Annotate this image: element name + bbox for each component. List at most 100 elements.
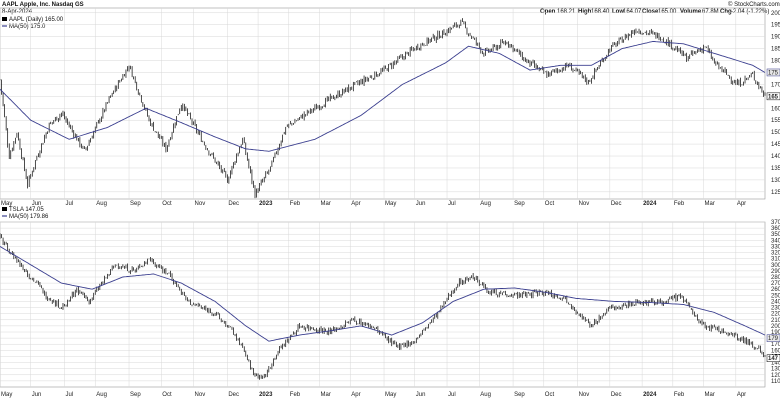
chart-panels: May Jun Jul Aug Sep Oct Nov Dec 2023 Feb Mar Apr May…	[0, 7, 780, 398]
panel-1-month-label: 2023	[259, 392, 273, 398]
panel-1-ytick-label: 210	[771, 318, 780, 324]
panel-0-month-label: Apr	[737, 201, 746, 207]
high-label: High	[578, 9, 592, 15]
volume-value: 67.8M	[702, 9, 719, 15]
panel-0-month-label: Oct	[162, 201, 172, 207]
panel-0-ytick-label: 160	[771, 106, 780, 112]
panel-1-ytick-label: 270	[771, 281, 780, 287]
legend-price: AAPL (Daily) 165.00	[9, 17, 64, 23]
panel-1-month-label: 2024	[643, 392, 657, 398]
panel-0-ytick-label: 170	[771, 82, 780, 88]
panel-1-month-label: Nov	[195, 392, 206, 398]
panel-1-ytick-label: 220	[771, 312, 780, 318]
panel-1-month-label: Sep	[514, 392, 525, 398]
panel-1-month-label: Oct	[545, 392, 555, 398]
panel-1-ytick-label: 200	[771, 324, 780, 330]
panel-0-ytick-label: 150	[771, 130, 780, 136]
ma-value-tag-text: 175	[768, 70, 779, 76]
chg-label: Chg	[720, 9, 732, 15]
panel-1-month-label: Nov	[579, 392, 590, 398]
panel-0-ytick-label: 200	[771, 11, 780, 17]
panel-1-month-label: Jul	[66, 392, 74, 398]
panel-1-frame	[0, 221, 766, 388]
panel-1-month-label: Feb	[290, 392, 301, 398]
panel-1-ytick-label: 290	[771, 269, 780, 275]
panel-0-month-label: Feb	[674, 201, 685, 207]
price-value-tag-text: 165	[768, 94, 779, 100]
low-label: Low	[612, 9, 624, 15]
panel-0-month-label: Mar	[705, 201, 715, 207]
panel-0-month-label: 2024	[643, 201, 657, 207]
moving-average-line	[0, 40, 766, 152]
panel-1-ytick-label: 190	[771, 330, 780, 336]
watermark: © StockCharts.com	[728, 1, 780, 8]
panel-0-month-label: Aug	[96, 201, 107, 207]
panel-0-month-label: Mar	[321, 201, 331, 207]
panel-0-ytick-label: 130	[771, 178, 780, 184]
panel-0-ytick-label: 140	[771, 154, 780, 160]
panel-1-ytick-label: 170	[771, 342, 780, 348]
panel-1-ytick-label: 160	[771, 348, 780, 354]
panel-1-month-label: May	[385, 392, 396, 398]
panel-1-month-label: Feb	[674, 392, 685, 398]
panel-1-ytick-label: 140	[771, 361, 780, 367]
panel-0-month-label: Feb	[290, 201, 301, 207]
panel-0-month-label: Jun	[32, 201, 42, 207]
panel-1-ytick-label: 230	[771, 306, 780, 312]
panel-0-month-label: Nov	[579, 201, 590, 207]
panel-0-month-label: Jul	[448, 201, 456, 207]
volume-label: Volume	[680, 9, 702, 15]
ma-value-tag	[766, 334, 780, 342]
panel-0-month-label: Apr	[351, 201, 360, 207]
panel-1-month-label: Jul	[448, 392, 456, 398]
panel-0-month-label: Jul	[66, 201, 74, 207]
panel-1-month-label: Aug	[480, 392, 491, 398]
panel-1-month-label: Oct	[162, 392, 172, 398]
panel-1-ytick-label: 260	[771, 287, 780, 293]
panel-0-month-label: Dec	[228, 201, 239, 207]
panel-1-ytick-label: 110	[771, 379, 780, 385]
panel-1-month-label: Mar	[705, 392, 715, 398]
panel-1-ytick-label: 310	[771, 257, 780, 263]
price-value-tag	[766, 354, 780, 362]
panel-0-month-label: Jun	[416, 201, 426, 207]
close-label: Close	[642, 9, 659, 15]
panel-1-month-label: Dec	[228, 392, 239, 398]
panel-1-ytick-label: 300	[771, 263, 780, 269]
legend-tsla-ma-value: 179.86	[30, 214, 49, 220]
panel-1-month-label: Aug	[96, 392, 107, 398]
panel-0-ytick-label: 135	[771, 166, 780, 172]
panel-0-month-label: Aug	[480, 201, 491, 207]
panel-0-ytick-label: 125	[771, 190, 780, 196]
panel-1-month-label: Dec	[611, 392, 622, 398]
panel-0-month-label: May	[385, 201, 396, 207]
panel-1-ytick-label: 350	[771, 232, 780, 238]
legend-tsla-swatch	[2, 207, 7, 211]
panel-1-ytick-label: 120	[771, 373, 780, 379]
chg-value: -2.04 (-1.22%)	[731, 9, 769, 15]
panel-0-ytick-label: 195	[771, 23, 780, 29]
panel-0-ytick-label: 155	[771, 118, 780, 124]
panel-1-month-label: Apr	[351, 392, 360, 398]
panel-1-month-label: May	[1, 392, 12, 398]
open-label: Open	[540, 9, 556, 15]
high-value: 168.40	[591, 9, 610, 15]
date-label: 8-Apr-2024	[2, 9, 33, 15]
price-value-tag	[766, 92, 780, 101]
panel-1-ytick-label: 370	[771, 220, 780, 226]
open-value: 168.21	[557, 9, 576, 15]
low-value: 164.07	[623, 9, 642, 15]
panel-1-ytick-label: 280	[771, 275, 780, 281]
panel-1-month-label: Sep	[130, 392, 141, 398]
panel-1-ytick-label: 340	[771, 238, 780, 244]
panel-1-ytick-label: 330	[771, 244, 780, 250]
ma-value-tag	[766, 68, 780, 77]
panel-0-month-label: Oct	[545, 201, 555, 207]
panel-0-month-label: May	[1, 201, 12, 207]
panel-0-ytick-label: 145	[771, 142, 780, 148]
panel-1-ytick-label: 360	[771, 226, 780, 232]
symbol-line: AAPL Apple, Inc. Nasdaq GS	[2, 2, 84, 8]
panel-0-month-label: Sep	[514, 201, 525, 207]
